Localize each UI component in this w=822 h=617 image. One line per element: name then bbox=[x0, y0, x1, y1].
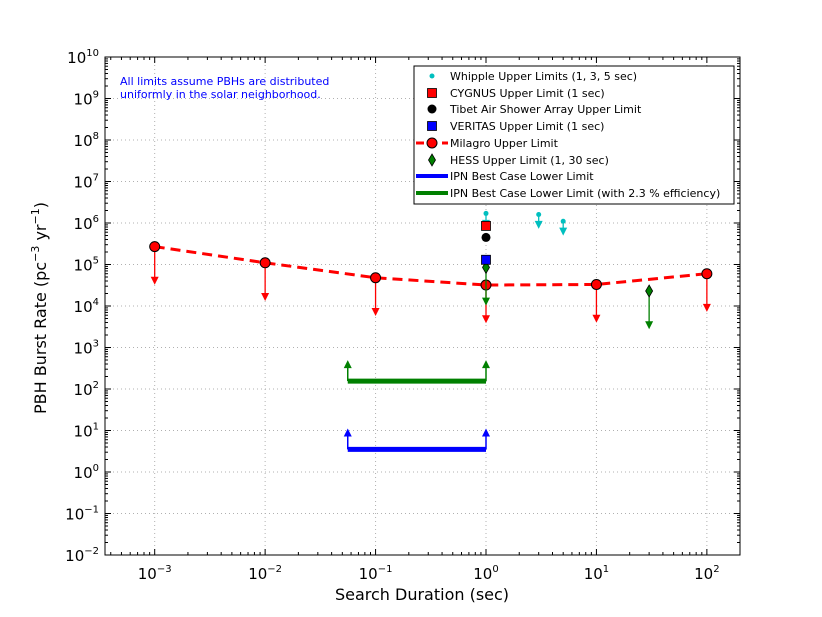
veritas-point bbox=[481, 254, 491, 265]
legend-label-ipn: IPN Best Case Lower Limit bbox=[450, 170, 594, 183]
y-tick-label: 108 bbox=[74, 131, 99, 150]
y-tick-label: 103 bbox=[74, 339, 99, 358]
whipple-point bbox=[560, 218, 566, 224]
legend-swatch-veritas bbox=[427, 121, 437, 131]
legend-label-milagro: Milagro Upper Limit bbox=[450, 137, 559, 150]
y-tick-label: 101 bbox=[74, 422, 99, 441]
hess-arrow-head bbox=[482, 297, 490, 306]
y-tick-label: 106 bbox=[74, 214, 99, 233]
legend-swatch-tibet bbox=[427, 104, 437, 114]
whipple-arrow-head bbox=[559, 227, 568, 236]
whipple-point bbox=[483, 210, 489, 216]
hess-point bbox=[645, 284, 654, 298]
y-tick-label: 10−2 bbox=[65, 546, 99, 565]
x-tick-label: 101 bbox=[584, 564, 609, 583]
legend-swatch-cygnus bbox=[427, 88, 437, 98]
milagro-point bbox=[370, 272, 382, 284]
legend-label-hess: HESS Upper Limit (1, 30 sec) bbox=[450, 154, 609, 167]
x-tick-label: 10−3 bbox=[138, 564, 172, 583]
x-axis-label: Search Duration (sec) bbox=[335, 585, 509, 604]
y-axis-label: PBH Burst Rate (pc−3 yr−1) bbox=[29, 202, 50, 414]
x-tick-label: 10−2 bbox=[248, 564, 282, 583]
y-tick-label: 109 bbox=[74, 90, 99, 109]
y-tick-label: 102 bbox=[74, 380, 99, 399]
series-layer bbox=[149, 210, 713, 452]
legend-label-veritas: VERITAS Upper Limit (1 sec) bbox=[450, 120, 604, 133]
y-tick-label: 107 bbox=[74, 173, 99, 192]
whipple-arrow-head bbox=[534, 220, 543, 229]
ipn_eff-arrow-head bbox=[482, 360, 490, 369]
y-axis-label-mid: yr bbox=[31, 224, 50, 246]
y-axis-label-exp1: −3 bbox=[29, 246, 42, 262]
ipn-arrow-head bbox=[343, 428, 352, 437]
milagro-arrow-head bbox=[592, 314, 601, 323]
annotation-line-1: All limits assume PBHs are distributed bbox=[120, 75, 329, 88]
y-axis-label-suffix: ) bbox=[31, 202, 50, 208]
milagro-arrow-head bbox=[261, 292, 270, 301]
legend-box bbox=[413, 65, 735, 205]
legend: Whipple Upper Limits (1, 3, 5 sec) CYGNU… bbox=[413, 65, 735, 205]
y-axis-label-prefix: PBH Burst Rate (pc bbox=[31, 262, 50, 414]
milagro-point bbox=[701, 268, 713, 280]
legend-label-tibet: Tibet Air Shower Array Upper Limit bbox=[449, 103, 642, 116]
ticks: 10−3 10−2 10−1 100 101 102 10−2 10−1 100 101 102 10… bbox=[65, 48, 740, 583]
whipple-point bbox=[536, 212, 542, 218]
y-tick-label: 1010 bbox=[67, 48, 99, 67]
ipn_eff-arrow-head bbox=[343, 360, 352, 369]
milagro-line bbox=[154, 245, 708, 287]
milagro-arrow-head bbox=[702, 303, 711, 312]
legend-label-cygnus: CYGNUS Upper Limit (1 sec) bbox=[450, 87, 605, 100]
cygnus-point bbox=[481, 221, 491, 231]
hess-arrow-head bbox=[645, 321, 654, 330]
legend-label-whipple: Whipple Upper Limits (1, 3, 5 sec) bbox=[450, 70, 637, 83]
x-tick-label: 10−1 bbox=[359, 564, 393, 583]
y-tick-label: 100 bbox=[74, 463, 99, 482]
ipn-arrow-head bbox=[482, 428, 490, 437]
milagro-point bbox=[590, 278, 602, 290]
y-tick-label: 105 bbox=[74, 256, 99, 275]
legend-label-ipn-eff: IPN Best Case Lower Limit (with 2.3 % ef… bbox=[450, 187, 720, 200]
y-tick-label: 104 bbox=[74, 297, 99, 316]
milagro-point bbox=[259, 257, 271, 269]
tibet-point bbox=[481, 232, 491, 242]
legend-swatches bbox=[416, 73, 448, 195]
legend-swatch-whipple bbox=[429, 73, 435, 79]
y-axis-label-exp2: −1 bbox=[29, 208, 42, 224]
legend-swatch-hess bbox=[428, 153, 436, 167]
milagro-arrow-head bbox=[482, 315, 490, 324]
milagro-point bbox=[149, 241, 161, 253]
annotation-line-2: uniformly in the solar neighborhood. bbox=[120, 88, 321, 101]
legend-swatch-milagro bbox=[426, 137, 438, 149]
x-tick-label: 100 bbox=[473, 564, 498, 583]
x-tick-label: 102 bbox=[694, 564, 719, 583]
y-tick-label: 10−1 bbox=[65, 505, 99, 524]
milagro-arrow-head bbox=[371, 307, 380, 316]
milagro-arrow-head bbox=[150, 276, 159, 285]
